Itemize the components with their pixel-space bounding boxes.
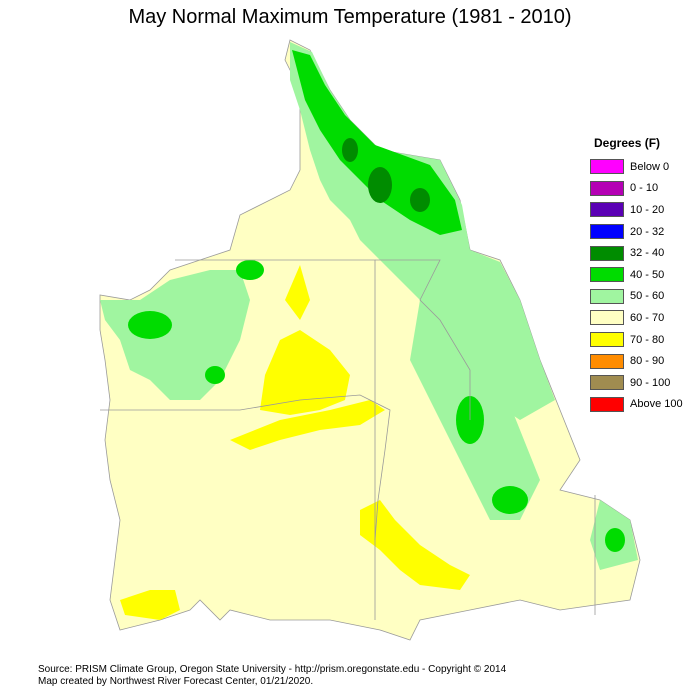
legend-swatch	[590, 224, 624, 240]
legend-swatch	[590, 202, 624, 218]
legend-label: 80 - 90	[630, 355, 665, 368]
legend-label: 50 - 60	[630, 290, 665, 303]
map-title: May Normal Maximum Temperature (1981 - 2…	[128, 6, 572, 28]
legend-swatch	[590, 267, 624, 283]
legend-label: 32 - 40	[630, 247, 665, 260]
legend-label: 60 - 70	[630, 311, 665, 324]
legend-item: 40 - 50	[590, 264, 700, 286]
map-legend: Degrees (F) Below 0 0 - 10 10 - 20 20 - 32 3…	[590, 136, 700, 415]
legend-label: 0 - 10	[630, 182, 659, 195]
legend-label: 40 - 50	[630, 268, 665, 281]
legend-label: Above 100	[630, 398, 683, 411]
legend-item: 60 - 70	[590, 307, 700, 329]
legend-item: 20 - 32	[590, 221, 700, 243]
legend-swatch	[590, 353, 624, 369]
legend-item: 32 - 40	[590, 242, 700, 264]
legend-label: Below 0	[630, 160, 670, 173]
legend-swatch	[590, 159, 624, 175]
legend-swatch	[590, 310, 624, 326]
legend-swatch	[590, 332, 624, 348]
legend-swatch	[590, 180, 624, 196]
legend-item: Below 0	[590, 156, 700, 178]
legend-item: 0 - 10	[590, 178, 700, 200]
legend-item: 90 - 100	[590, 372, 700, 394]
legend-swatch	[590, 375, 624, 391]
legend-item: 10 - 20	[590, 199, 700, 221]
legend-item: 50 - 60	[590, 286, 700, 308]
legend-label: 70 - 80	[630, 333, 665, 346]
legend-title: Degrees (F)	[594, 136, 661, 150]
legend-item: Above 100	[590, 394, 700, 416]
legend-swatch	[590, 288, 624, 304]
legend-label: 20 - 32	[630, 225, 665, 238]
state-borders	[100, 259, 596, 620]
legend-label: 90 - 100	[630, 376, 671, 389]
legend-swatch	[590, 245, 624, 261]
zone-70-80	[120, 265, 470, 620]
credits-author: Map created by Northwest River Forecast …	[38, 676, 314, 687]
legend-swatch	[590, 396, 624, 412]
legend-label: 10 - 20	[630, 203, 665, 216]
credits-source: Source: PRISM Climate Group, Oregon Stat…	[38, 664, 507, 675]
legend-item: 70 - 80	[590, 329, 700, 351]
legend-item: 80 - 90	[590, 350, 700, 372]
credits: Source: PRISM Climate Group, Oregon Stat…	[38, 664, 506, 688]
zone-32-40	[342, 138, 430, 212]
